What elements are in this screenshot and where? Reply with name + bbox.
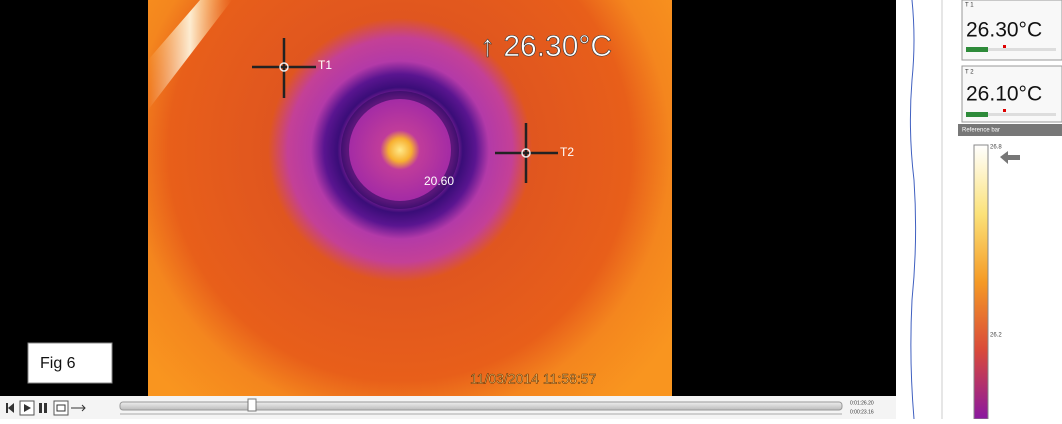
spot-value: 20.60 — [424, 174, 454, 188]
timeline-track[interactable] — [120, 402, 842, 410]
max-temperature: ↑ 26.30°C — [480, 30, 612, 63]
reference-bar — [974, 145, 988, 419]
readout-slider-fill — [966, 112, 988, 117]
readout-value: 26.30°C — [966, 19, 1042, 42]
play-button[interactable] — [20, 401, 34, 415]
readout-value: 26.10°C — [966, 83, 1042, 106]
marker-label: T2 — [560, 145, 574, 159]
reference-top-label: 26.8 — [990, 145, 1002, 151]
marker-label: T1 — [318, 58, 332, 72]
thermal-viewer-screen: T1 T2 ↑ 26.30°C 20.60 11/03/2014 11:58:5… — [0, 0, 1062, 419]
readout-slider-fill — [966, 47, 988, 52]
reference-bar-title: Reference bar — [962, 128, 1000, 134]
time-total: 0:01:26.20 — [850, 400, 874, 406]
timeline-thumb[interactable] — [248, 399, 256, 411]
readout-slider-marker — [1003, 45, 1006, 48]
readout-label: T 1 — [965, 3, 974, 9]
readout-label: T 2 — [965, 70, 974, 76]
reference-mid-label: 26.2 — [990, 333, 1002, 339]
readout-slider-marker — [1003, 109, 1006, 112]
timestamp: 11/03/2014 11:58:57 — [470, 371, 597, 387]
time-current: 0:00:23.16 — [850, 409, 874, 415]
figure-label: Fig 6 — [40, 355, 76, 372]
